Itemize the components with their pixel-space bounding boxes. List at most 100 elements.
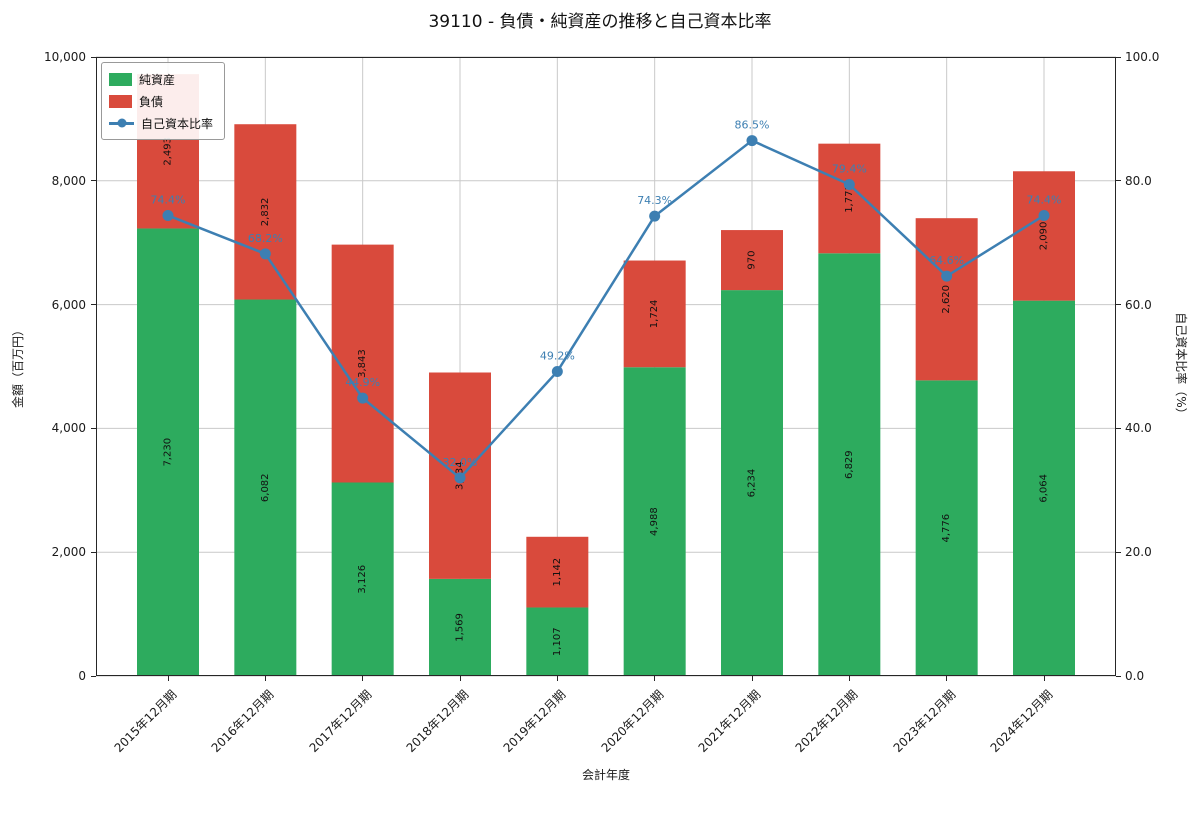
bar-liabilities: [234, 124, 297, 300]
bar-value-label-liabilities: 2,832: [260, 198, 271, 227]
bar-net-assets: [721, 290, 783, 676]
equity-ratio-value-label: 74.3%: [637, 194, 672, 207]
y-axis-tick: [91, 551, 96, 553]
equity-ratio-marker: [357, 392, 369, 404]
x-axis-tick: [556, 676, 558, 681]
bar-liabilities: [915, 218, 978, 381]
bar-value-label-net-assets: 4,988: [649, 507, 660, 536]
y2-axis-tick-label: 60.0: [1125, 297, 1152, 312]
y-axis-tick-label: 8,000: [51, 173, 86, 188]
y-axis-tick: [91, 180, 96, 182]
y-axis-tick-label: 2,000: [51, 545, 86, 560]
y-axis-tick-label: 0: [78, 669, 86, 683]
equity-ratio-marker-icon: [117, 118, 126, 128]
y-axis-tick: [91, 304, 96, 306]
y-axis-tick-label: 10,000: [44, 50, 86, 64]
x-axis-tick: [459, 676, 461, 681]
legend-item-net-assets: 純資産: [109, 68, 213, 90]
y2-axis-tick: [1116, 180, 1121, 182]
bar-net-assets: [623, 367, 686, 676]
x-axis-tick: [362, 676, 364, 681]
legend-label-liabilities: 負債: [139, 94, 164, 109]
legend: 純資産 負債 自己資本比率: [101, 62, 226, 140]
equity-ratio-value-label: 44.9%: [345, 376, 380, 389]
chart-title: 39110 - 負債・純資産の推移と自己資本比率: [428, 12, 772, 32]
bar-net-assets: [1013, 300, 1075, 676]
equity-ratio-line: [167, 139, 1045, 480]
x-axis-tick: [751, 676, 753, 681]
bar-value-label-net-assets: 6,064: [1039, 474, 1050, 503]
equity-ratio-marker: [1038, 209, 1050, 221]
bar-value-label-liabilities: 1,771: [844, 184, 855, 213]
equity-ratio-marker: [551, 365, 563, 377]
bar-net-assets: [818, 253, 881, 676]
bar-liabilities: [526, 536, 589, 608]
bar-value-label-net-assets: 1,107: [552, 627, 563, 656]
bar-net-assets: [915, 380, 978, 676]
bar-value-label-net-assets: 3,126: [357, 565, 368, 594]
equity-ratio-marker: [941, 270, 953, 282]
bar-value-label-net-assets: 7,230: [163, 438, 174, 467]
plot-area: 7,2302,4936,0822,8323,1263,8431,5693,334…: [96, 56, 1116, 677]
y2-axis-tick: [1116, 551, 1121, 553]
equity-ratio-value-label: 74.4%: [151, 193, 186, 206]
bar-net-assets: [526, 607, 589, 676]
equity-ratio-marker: [746, 135, 758, 147]
bar-net-assets: [429, 578, 491, 676]
bar-value-label-net-assets: 6,829: [844, 450, 855, 479]
y2-axis-tick: [1116, 56, 1121, 58]
y-axis-tick: [91, 427, 96, 429]
y2-axis-tick: [1116, 304, 1121, 306]
bar-value-label-liabilities: 1,724: [649, 300, 660, 329]
bar-liabilities: [721, 230, 783, 291]
equity-ratio-marker: [162, 209, 174, 221]
equity-ratio-value-label: 49.2%: [540, 349, 575, 362]
y-axis-label-right: 自己資本比率（%）: [1174, 312, 1188, 420]
bar-liabilities: [623, 260, 686, 368]
x-axis-tick: [167, 676, 169, 681]
bar-value-label-net-assets: 6,082: [260, 473, 271, 502]
bar-value-label-net-assets: 4,776: [941, 514, 952, 543]
equity-ratio-marker: [649, 210, 661, 222]
y-axis-tick-label: 4,000: [51, 421, 86, 436]
equity-ratio-value-label: 68.2%: [248, 232, 283, 245]
y2-axis-tick-label: 0.0: [1125, 669, 1145, 683]
bar-value-label-liabilities: 2,090: [1039, 222, 1050, 251]
x-axis-tick: [1043, 676, 1045, 681]
bar-liabilities: [818, 143, 881, 254]
x-axis-tick: [264, 676, 266, 681]
bar-liabilities: [1013, 171, 1075, 301]
y-axis-label-left: 金額（百万円）: [11, 324, 25, 409]
equity-ratio-marker: [259, 248, 271, 260]
equity-ratio-value-label: 79.4%: [832, 163, 867, 176]
bar-value-label-liabilities: 2,493: [163, 137, 174, 166]
x-axis-tick: [848, 676, 850, 681]
equity-ratio-value-label: 74.4%: [1027, 193, 1062, 206]
x-axis-tick: [946, 676, 948, 681]
bar-value-label-liabilities: 1,142: [552, 558, 563, 587]
y2-axis-tick-label: 80.0: [1125, 173, 1152, 188]
plot-border: [96, 57, 1116, 676]
equity-ratio-value-label: 32.0%: [443, 456, 478, 469]
equity-ratio-line-swatch: [109, 118, 134, 128]
legend-item-equity-ratio: 自己資本比率: [109, 112, 213, 134]
y2-axis-tick: [1116, 675, 1121, 677]
y2-axis-tick-label: 20.0: [1125, 545, 1152, 560]
y2-axis-tick: [1116, 427, 1121, 429]
bar-value-label-net-assets: 1,569: [455, 613, 466, 642]
net-assets-swatch: [109, 72, 132, 86]
y2-axis-tick-label: 100.0: [1125, 50, 1160, 64]
x-axis-tick: [654, 676, 656, 681]
bar-value-label-liabilities: 970: [747, 251, 758, 270]
y-axis-tick: [91, 56, 96, 58]
bar-net-assets: [137, 228, 199, 676]
x-axis-label: 会計年度: [581, 768, 630, 782]
liabilities-swatch: [109, 94, 132, 108]
legend-label-equity-ratio: 自己資本比率: [141, 116, 214, 131]
y-axis-tick: [91, 675, 96, 677]
chart-figure: 39110 - 負債・純資産の推移と自己資本比率 金額（百万円） 自己資本比率（…: [11, 12, 1188, 782]
bar-liabilities: [331, 244, 394, 483]
legend-label-net-assets: 純資産: [139, 72, 176, 87]
legend-item-liabilities: 負債: [109, 90, 213, 112]
y-axis-tick-label: 6,000: [51, 297, 86, 312]
